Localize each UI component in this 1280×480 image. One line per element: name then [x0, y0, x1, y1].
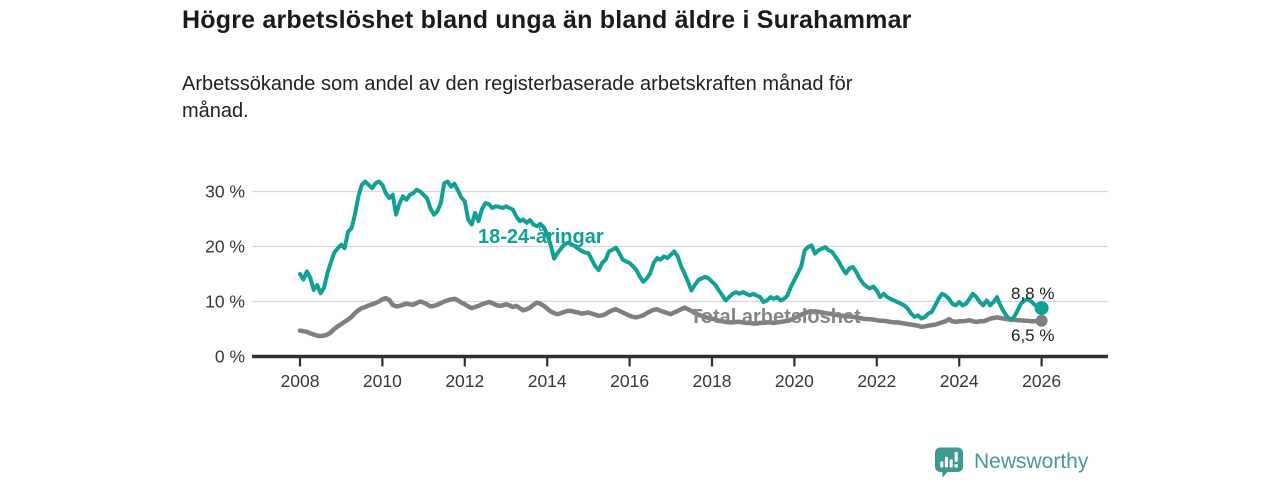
newsworthy-logo-icon	[935, 447, 963, 478]
y-axis-tick-label: 20 %	[205, 237, 245, 257]
subtitle-line-2: månad.	[182, 100, 249, 122]
end-dot-total	[1035, 314, 1048, 327]
newsworthy-logo: Newsworthy	[933, 446, 1088, 478]
end-value-label-young: 8,8 %	[1011, 284, 1055, 303]
series-line-young	[298, 179, 1044, 323]
x-axis-tick-label: 2008	[281, 371, 320, 391]
x-axis-tick-label: 2026	[1022, 371, 1061, 391]
x-axis-tick-label: 2016	[610, 371, 649, 391]
x-axis-tick-label: 2018	[693, 371, 732, 391]
page-title: Högre arbetslöshet bland unga än bland ä…	[182, 6, 912, 34]
series-label-young: 18-24-åringar	[478, 226, 604, 248]
x-axis-tick-label: 2010	[363, 371, 402, 391]
y-axis-tick-label: 10 %	[205, 292, 245, 312]
y-axis-tick-label: 0 %	[215, 347, 245, 367]
series-line-total	[297, 295, 1044, 339]
x-axis-tick-label: 2012	[445, 371, 484, 391]
x-axis-tick-label: 2024	[940, 371, 979, 391]
chart-subtitle: Arbetssökande som andel av den registerb…	[182, 71, 852, 125]
x-axis-tick-label: 2014	[528, 371, 567, 391]
y-axis-tick-label: 30 %	[205, 182, 245, 202]
logo-bar-chart-glyph	[940, 451, 959, 468]
end-value-label-total: 6,5 %	[1011, 326, 1055, 345]
series-label-total: Total arbetslöshet	[690, 306, 861, 328]
logo-exclamation-bar	[954, 451, 958, 462]
logo-exclamation-dot	[954, 463, 959, 468]
subtitle-line-1: Arbetssökande som andel av den registerb…	[182, 73, 853, 95]
newsworthy-logo-text: Newsworthy	[974, 450, 1089, 473]
logo-bubble-shape	[935, 447, 963, 478]
x-axis-tick-label: 2020	[775, 371, 814, 391]
x-axis-tick-label: 2022	[857, 371, 896, 391]
end-dot-young	[1034, 301, 1049, 316]
